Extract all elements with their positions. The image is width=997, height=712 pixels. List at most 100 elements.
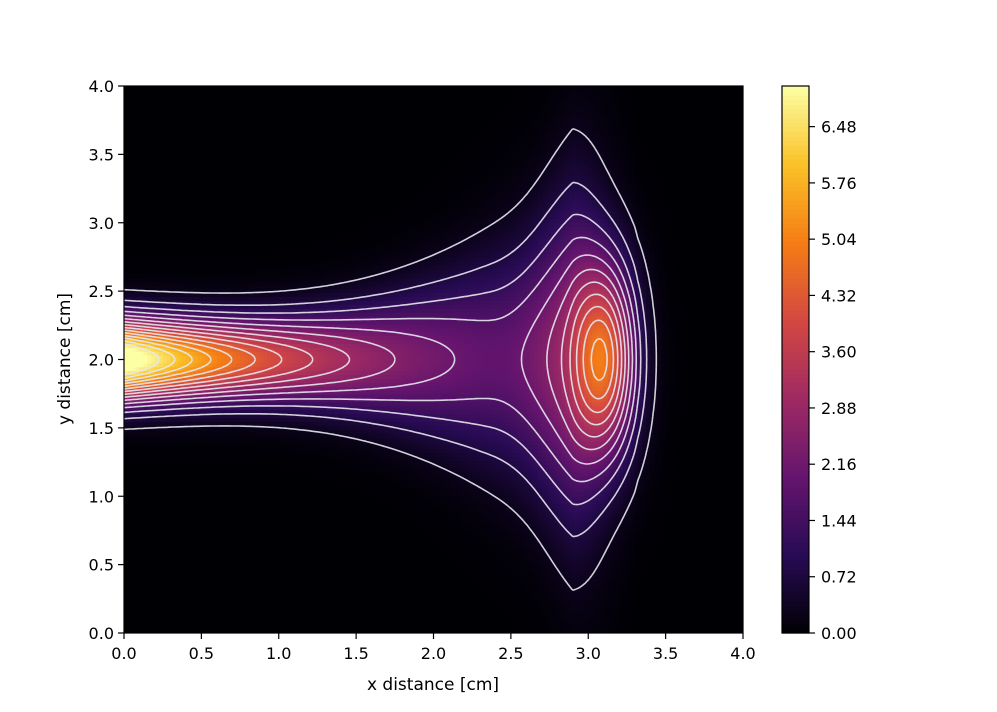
heatmap-cell	[205, 106, 209, 111]
heatmap-cell	[314, 145, 318, 150]
heatmap-cell	[515, 160, 519, 165]
heatmap-cell	[147, 106, 151, 111]
heatmap-cell	[662, 160, 666, 165]
heatmap-cell	[372, 129, 376, 134]
heatmap-cell	[472, 117, 476, 122]
heatmap-cell	[279, 113, 283, 118]
heatmap-cell	[658, 180, 662, 185]
heatmap-cell	[317, 172, 321, 177]
heatmap-cell	[712, 203, 716, 208]
heatmap-cell	[143, 184, 147, 189]
heatmap-cell	[534, 98, 538, 103]
heatmap-cell	[457, 195, 461, 200]
heatmap-cell	[132, 125, 136, 130]
heatmap-cell	[519, 149, 523, 154]
heatmap-cell	[526, 184, 530, 189]
heatmap-cell	[225, 102, 229, 107]
heatmap-cell	[550, 184, 554, 189]
heatmap-cell	[507, 137, 511, 142]
heatmap-cell	[426, 141, 430, 146]
heatmap-cell	[480, 203, 484, 208]
heatmap-cell	[441, 86, 445, 91]
heatmap-cell	[395, 152, 399, 157]
heatmap-cell	[248, 145, 252, 150]
heatmap-cell	[731, 168, 735, 173]
heatmap-cell	[325, 133, 329, 138]
heatmap-cell	[391, 90, 395, 95]
heatmap-cell	[294, 121, 298, 126]
heatmap-cell	[267, 203, 271, 208]
heatmap-cell	[298, 133, 302, 138]
heatmap-cell	[449, 113, 453, 118]
heatmap-cell	[573, 195, 577, 200]
heatmap-cell	[677, 180, 681, 185]
heatmap-cell	[503, 152, 507, 157]
heatmap-cell	[728, 145, 732, 150]
heatmap-cell	[584, 90, 588, 95]
heatmap-cell	[623, 94, 627, 99]
heatmap-cell	[314, 90, 318, 95]
heatmap-cell	[731, 141, 735, 146]
heatmap-cell	[503, 180, 507, 185]
heatmap-cell	[221, 180, 225, 185]
heatmap-cell	[642, 117, 646, 122]
heatmap-cell	[271, 86, 275, 91]
heatmap-cell	[345, 129, 349, 134]
heatmap-cell	[275, 172, 279, 177]
heatmap-cell	[464, 184, 468, 189]
heatmap-cell	[666, 94, 670, 99]
heatmap-cell	[356, 109, 360, 114]
heatmap-cell	[403, 145, 407, 150]
heatmap-cell	[441, 98, 445, 103]
heatmap-cell	[348, 102, 352, 107]
heatmap-cell	[136, 164, 140, 169]
heatmap-cell	[480, 184, 484, 189]
heatmap-cell	[364, 184, 368, 189]
heatmap-cell	[147, 176, 151, 181]
heatmap-cell	[302, 152, 306, 157]
heatmap-cell	[700, 199, 704, 204]
heatmap-cell	[511, 160, 515, 165]
heatmap-cell	[468, 102, 472, 107]
heatmap-cell	[635, 102, 639, 107]
heatmap-cell	[221, 176, 225, 181]
heatmap-cell	[395, 117, 399, 122]
heatmap-cell	[418, 98, 422, 103]
heatmap-cell	[368, 160, 372, 165]
heatmap-cell	[426, 129, 430, 134]
heatmap-cell	[681, 145, 685, 150]
heatmap-cell	[623, 149, 627, 154]
heatmap-cell	[449, 109, 453, 114]
heatmap-cell	[619, 90, 623, 95]
heatmap-cell	[430, 109, 434, 114]
heatmap-cell	[422, 145, 426, 150]
heatmap-cell	[283, 137, 287, 142]
heatmap-cell	[666, 109, 670, 114]
heatmap-cell	[163, 141, 167, 146]
heatmap-cell	[650, 109, 654, 114]
heatmap-cell	[441, 129, 445, 134]
heatmap-cell	[186, 113, 190, 118]
heatmap-cell	[495, 125, 499, 130]
heatmap-cell	[147, 102, 151, 107]
heatmap-cell	[693, 137, 697, 142]
heatmap-cell	[457, 113, 461, 118]
heatmap-cell	[182, 133, 186, 138]
heatmap-cell	[186, 86, 190, 91]
heatmap-cell	[449, 90, 453, 95]
heatmap-cell	[720, 94, 724, 99]
heatmap-cell	[271, 184, 275, 189]
heatmap-cell	[631, 121, 635, 126]
heatmap-cell	[418, 125, 422, 130]
heatmap-cell	[492, 184, 496, 189]
heatmap-cell	[642, 180, 646, 185]
heatmap-cell	[615, 137, 619, 142]
heatmap-cell	[693, 156, 697, 161]
heatmap-cell	[608, 117, 612, 122]
heatmap-cell	[666, 199, 670, 204]
heatmap-cell	[325, 152, 329, 157]
heatmap-cell	[669, 109, 673, 114]
heatmap-cell	[198, 137, 202, 142]
heatmap-cell	[345, 98, 349, 103]
heatmap-cell	[511, 172, 515, 177]
